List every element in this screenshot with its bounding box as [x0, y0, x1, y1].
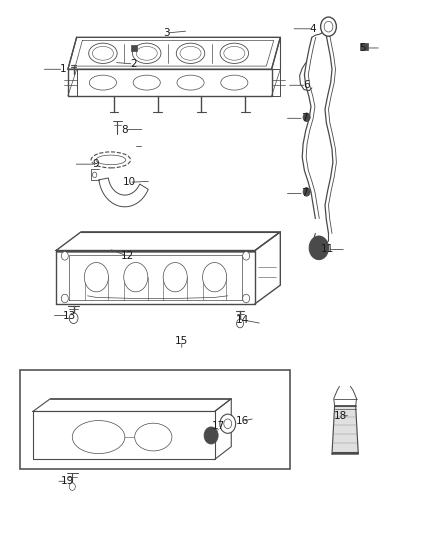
Circle shape	[243, 252, 250, 260]
Ellipse shape	[88, 43, 117, 63]
Ellipse shape	[132, 43, 161, 63]
Bar	[20, 370, 290, 469]
Text: 2: 2	[130, 59, 137, 69]
Text: 17: 17	[212, 422, 225, 431]
Circle shape	[69, 483, 75, 490]
Ellipse shape	[224, 46, 245, 60]
Ellipse shape	[84, 263, 109, 292]
Text: 13: 13	[63, 311, 76, 320]
Circle shape	[204, 427, 218, 444]
Ellipse shape	[136, 46, 157, 60]
Text: 18: 18	[334, 411, 347, 421]
Circle shape	[324, 21, 333, 32]
Ellipse shape	[92, 46, 113, 60]
Ellipse shape	[96, 155, 126, 165]
Text: 15: 15	[175, 336, 188, 346]
Ellipse shape	[124, 263, 148, 292]
Ellipse shape	[202, 263, 227, 292]
Text: 12: 12	[120, 251, 134, 261]
Ellipse shape	[180, 46, 201, 60]
Text: 4: 4	[310, 24, 317, 34]
Circle shape	[303, 188, 310, 196]
Circle shape	[303, 113, 310, 122]
Ellipse shape	[89, 75, 117, 90]
Ellipse shape	[220, 43, 249, 63]
Circle shape	[61, 294, 68, 303]
Circle shape	[243, 294, 250, 303]
Circle shape	[309, 236, 328, 260]
Text: 7: 7	[300, 189, 307, 198]
Circle shape	[220, 414, 236, 433]
Ellipse shape	[221, 75, 248, 90]
Ellipse shape	[134, 423, 172, 451]
Circle shape	[69, 313, 78, 324]
Text: 3: 3	[163, 28, 170, 38]
Bar	[131, 45, 137, 51]
Text: 8: 8	[121, 125, 128, 134]
Text: 9: 9	[92, 159, 99, 169]
Text: 6: 6	[303, 80, 310, 90]
Circle shape	[237, 319, 244, 328]
Bar	[360, 43, 368, 50]
Polygon shape	[332, 406, 358, 454]
Text: 19: 19	[61, 477, 74, 486]
Ellipse shape	[133, 75, 160, 90]
Ellipse shape	[163, 263, 187, 292]
Text: 5: 5	[359, 43, 366, 53]
Text: 7: 7	[300, 114, 307, 123]
Text: 11: 11	[321, 245, 334, 254]
Text: 1: 1	[60, 64, 67, 74]
Circle shape	[321, 17, 336, 36]
Text: 14: 14	[236, 315, 249, 325]
Ellipse shape	[176, 43, 205, 63]
Circle shape	[61, 252, 68, 260]
Text: 10: 10	[123, 177, 136, 187]
Text: 16: 16	[236, 416, 249, 426]
Circle shape	[224, 419, 232, 429]
Ellipse shape	[177, 75, 204, 90]
Ellipse shape	[91, 152, 131, 168]
Ellipse shape	[72, 421, 125, 454]
Circle shape	[92, 172, 97, 177]
